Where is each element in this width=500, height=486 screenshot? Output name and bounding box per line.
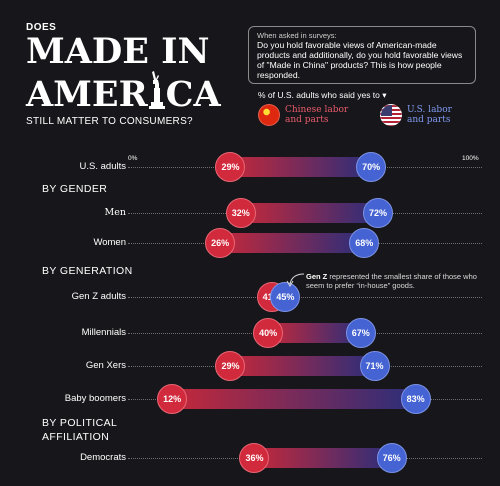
axis-max-label: 100% bbox=[462, 155, 479, 162]
us-point-men: 72% bbox=[362, 198, 393, 228]
row-guide-gen-z-adults bbox=[128, 297, 482, 298]
range-bar-u-s-adults bbox=[230, 157, 372, 177]
legend-label-china: Chinese labor and parts bbox=[285, 105, 349, 125]
range-bar-millennials bbox=[268, 323, 361, 343]
section-by-political-affiliation: BY POLITICAL AFFILIATION bbox=[42, 417, 117, 443]
row-label-democrats: Democrats bbox=[80, 452, 126, 463]
range-bar-gen-xers bbox=[230, 356, 375, 376]
section-by-gender: BY GENDER bbox=[42, 183, 108, 195]
headline-line-2b: CA bbox=[165, 74, 221, 115]
title-block: DOES MADE IN AMER CA STILL MATTER TO CONS… bbox=[26, 22, 231, 127]
us-point-gen-z-adults: 45% bbox=[270, 282, 301, 312]
headline-kicker: DOES bbox=[26, 22, 57, 33]
us-point-democrats: 76% bbox=[376, 443, 407, 473]
row-label-millennials: Millennials bbox=[81, 327, 126, 338]
us-point-u-s-adults: 70% bbox=[356, 152, 387, 182]
range-bar-democrats bbox=[254, 448, 392, 468]
row-label-gen-xers: Gen Xers bbox=[85, 360, 126, 371]
section-by-generation: BY GENERATION bbox=[42, 265, 133, 277]
legend-item-china: Chinese labor and parts bbox=[258, 104, 355, 126]
survey-question-box: When asked in surveys: Do you hold favor… bbox=[248, 26, 476, 84]
china-point-democrats: 36% bbox=[239, 443, 270, 473]
legend-item-us: U.S. labor and parts bbox=[380, 104, 467, 126]
headline-line-2: AMER CA bbox=[26, 70, 231, 113]
gen-z-annotation: Gen Z represented the smallest share of … bbox=[306, 272, 488, 290]
us-point-gen-xers: 71% bbox=[359, 351, 390, 381]
range-bar-men bbox=[240, 203, 378, 223]
us-point-millennials: 67% bbox=[345, 318, 376, 348]
china-point-women: 26% bbox=[205, 228, 236, 258]
us-flag-icon bbox=[380, 104, 402, 126]
annotation-text: represented the smallest share of those … bbox=[306, 272, 477, 290]
china-point-u-s-adults: 29% bbox=[215, 152, 246, 182]
axis-min-label: 0% bbox=[128, 155, 138, 162]
china-point-men: 32% bbox=[225, 198, 256, 228]
china-flag-icon bbox=[258, 104, 280, 126]
statue-of-liberty-icon bbox=[148, 71, 165, 109]
headline-line-2a: AMER bbox=[26, 74, 148, 115]
row-label-gen-z-adults: Gen Z adults bbox=[71, 291, 126, 302]
range-bar-women bbox=[220, 233, 365, 253]
china-point-millennials: 40% bbox=[253, 318, 284, 348]
legend-title: % of U.S. adults who said yes to ▾ bbox=[258, 90, 387, 100]
annotation-arrow-icon bbox=[286, 273, 305, 287]
headline-line-1: MADE IN bbox=[26, 31, 210, 72]
row-label-women: Women bbox=[93, 237, 126, 248]
annotation-bold: Gen Z bbox=[306, 272, 328, 281]
china-point-baby-boomers: 12% bbox=[157, 384, 188, 414]
row-label-men: Men bbox=[104, 207, 126, 218]
headline-subhead: STILL MATTER TO CONSUMERS? bbox=[26, 116, 193, 127]
survey-question: Do you hold favorable views of American-… bbox=[257, 40, 463, 80]
row-label-baby-boomers: Baby boomers bbox=[64, 393, 126, 404]
legend-label-us: U.S. labor and parts bbox=[407, 105, 452, 125]
survey-lead: When asked in surveys: bbox=[257, 31, 337, 40]
china-point-gen-xers: 29% bbox=[215, 351, 246, 381]
us-point-baby-boomers: 83% bbox=[400, 384, 431, 414]
range-bar-baby-boomers bbox=[172, 389, 416, 409]
us-point-women: 68% bbox=[349, 228, 380, 258]
row-label-u-s-adults: U.S. adults bbox=[79, 161, 126, 172]
